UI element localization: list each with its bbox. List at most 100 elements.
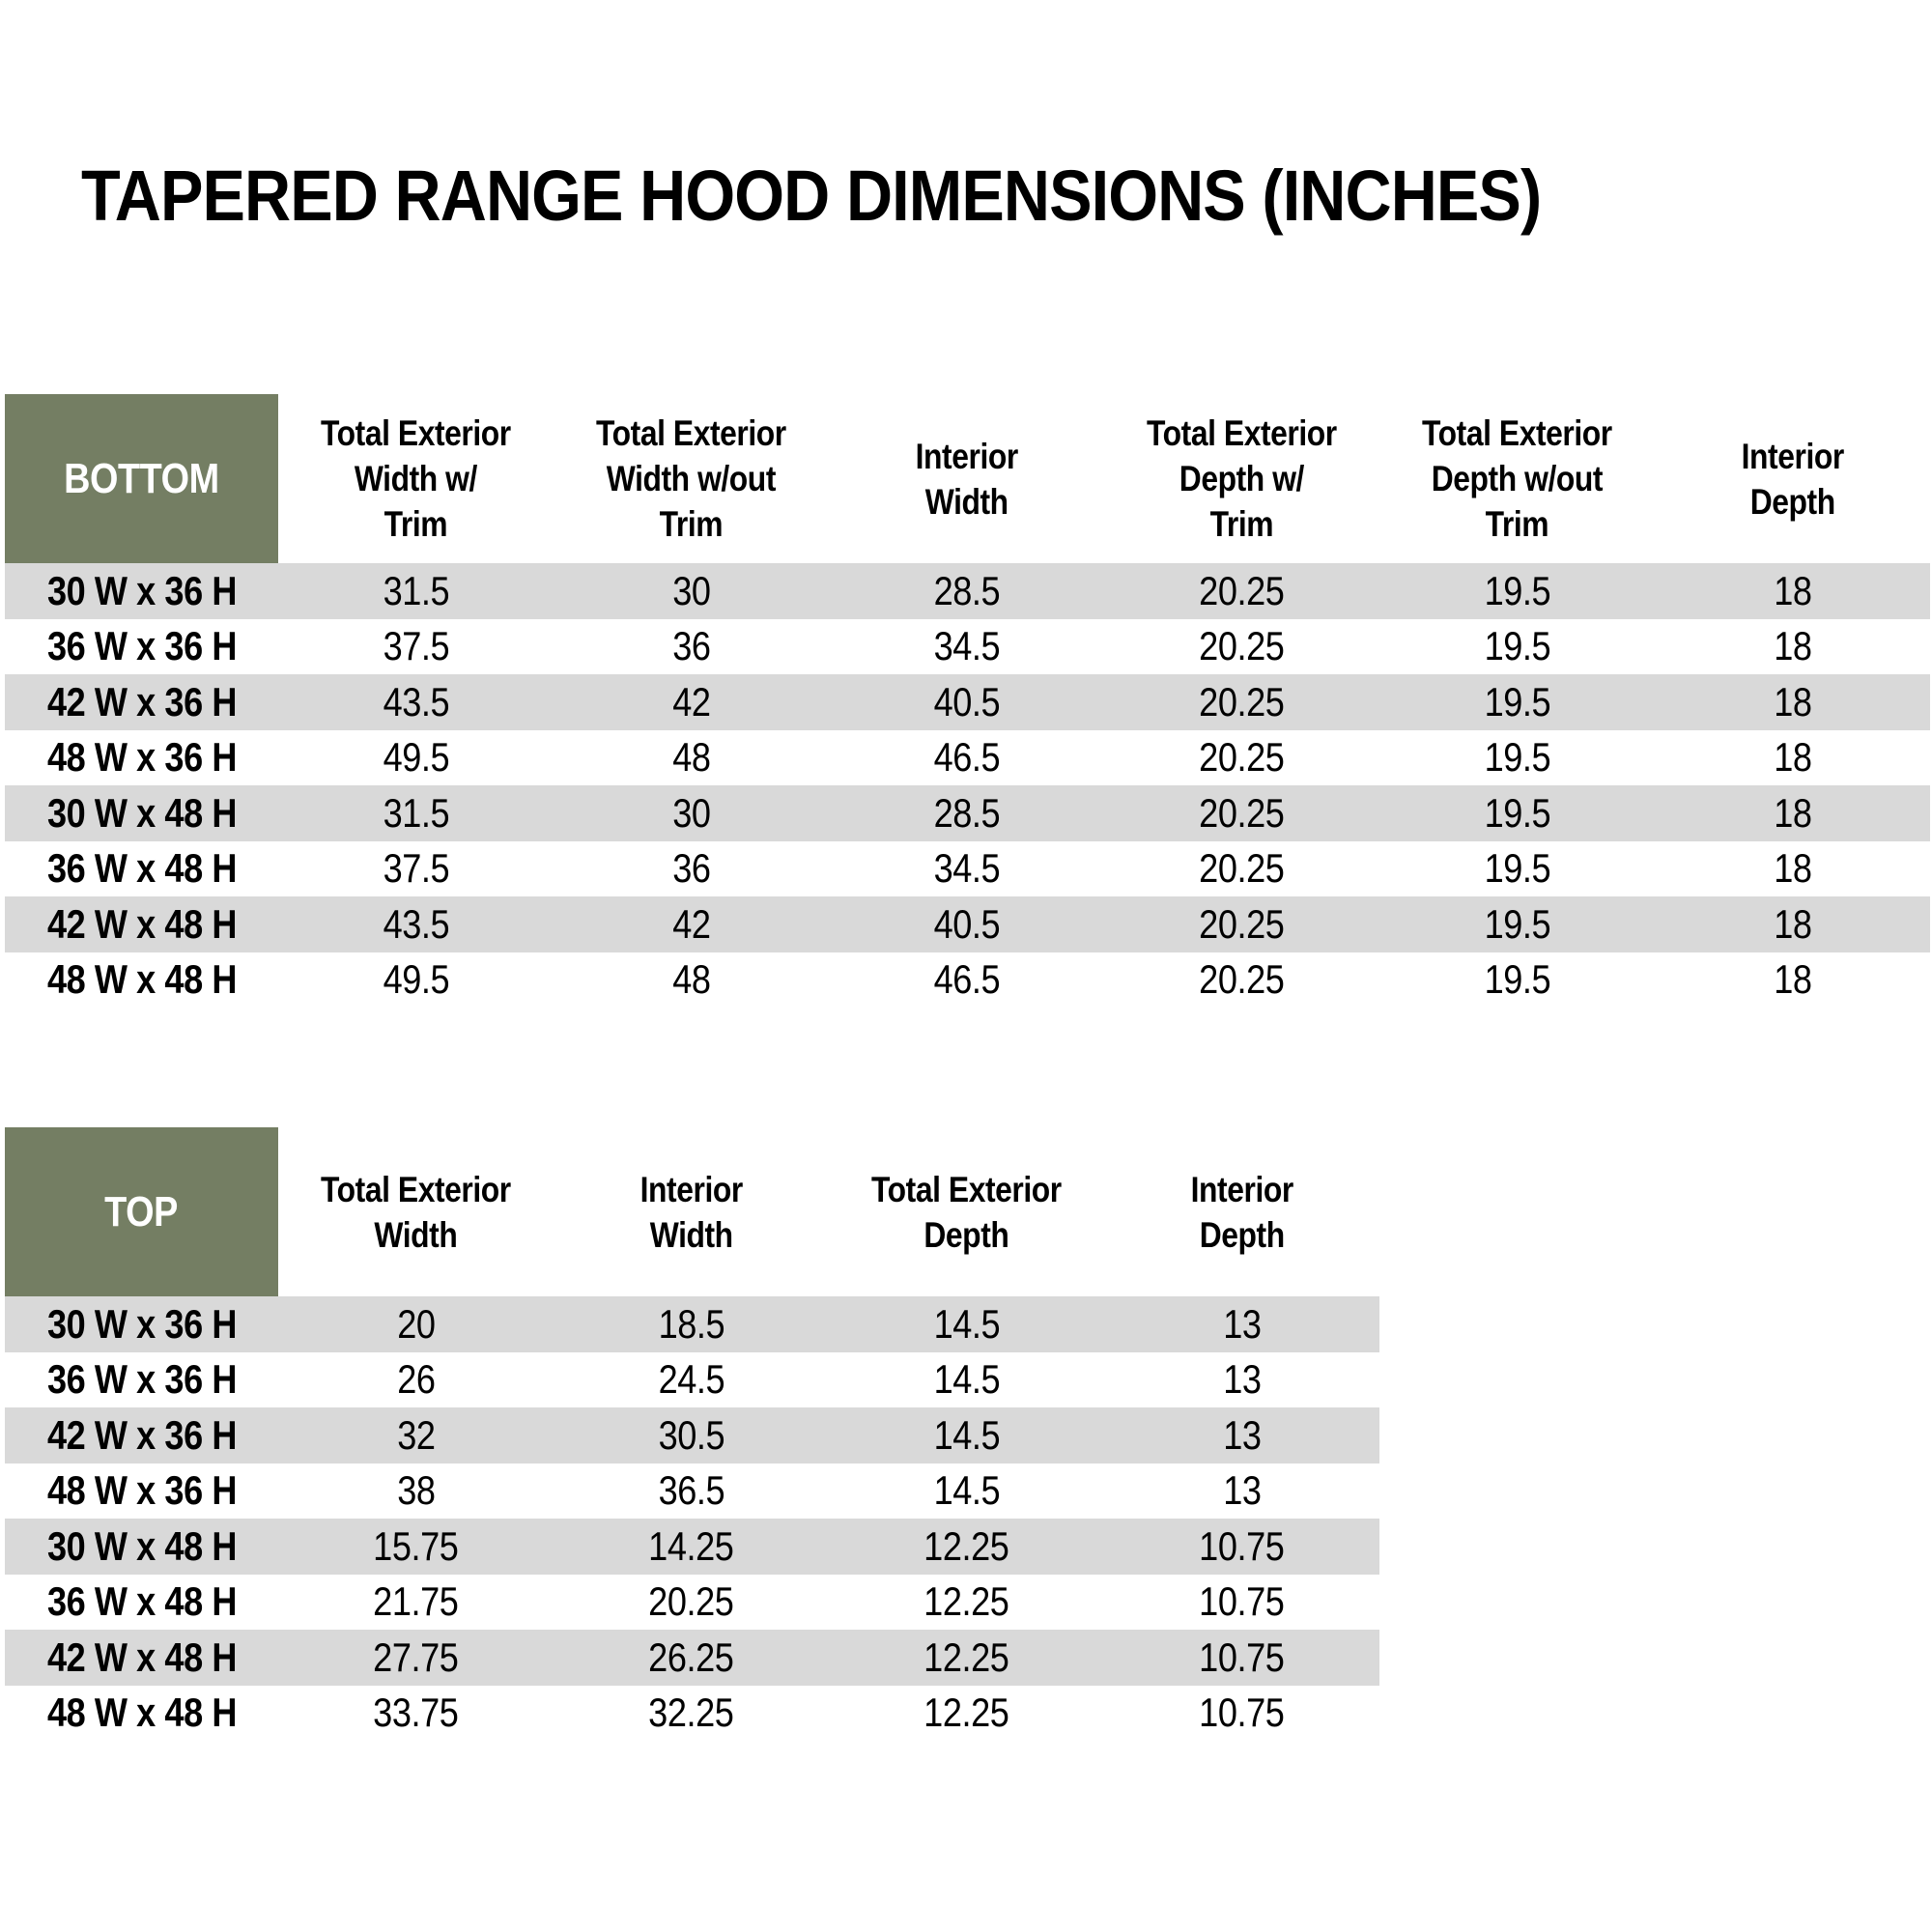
row-size-label: 36 W x 36 H	[46, 623, 237, 669]
table-row: 48 W x 36 H 38 36.5 14.5 13	[5, 1463, 1379, 1520]
row-size-label: 42 W x 36 H	[46, 1411, 237, 1458]
table-row: 48 W x 36 H 49.5 48 46.5 20.25 19.5 18	[5, 730, 1930, 786]
dimension-value: 43.5	[383, 900, 449, 947]
dimension-value-cell: 14.5	[829, 1407, 1104, 1463]
dimension-value: 38	[396, 1467, 436, 1514]
dimension-value: 30	[671, 789, 711, 836]
dimension-value-cell: 20.25	[1104, 785, 1379, 841]
dimension-value-cell: 27.75	[278, 1630, 554, 1686]
dimension-value: 20.25	[1199, 567, 1285, 613]
dimension-value-cell: 31.5	[278, 563, 554, 619]
dimension-value: 20.25	[648, 1578, 734, 1625]
dimension-value: 14.25	[648, 1522, 734, 1569]
dimension-value-cell: 10.75	[1104, 1686, 1379, 1742]
row-size-label: 42 W x 36 H	[46, 678, 237, 724]
column-header-label: Interior Depth	[1190, 1169, 1293, 1255]
dimension-value: 13	[1222, 1467, 1262, 1514]
row-size-label: 30 W x 36 H	[46, 567, 237, 613]
dimension-value-cell: 18	[1655, 619, 1930, 675]
dimension-value: 12.25	[923, 1578, 1009, 1625]
dimension-value: 19.5	[1484, 956, 1550, 1003]
dimension-value-cell: 33.75	[278, 1686, 554, 1742]
dimension-value: 32.25	[648, 1690, 734, 1736]
column-header: Interior Width	[829, 394, 1104, 563]
dimension-value: 18	[1773, 678, 1812, 724]
dimension-value-cell: 36	[554, 619, 829, 675]
dimension-value: 24.5	[658, 1356, 724, 1403]
row-size-label-cell: 36 W x 48 H	[5, 841, 278, 897]
dimension-value: 30	[671, 567, 711, 613]
bottom-table-body: 30 W x 36 H 31.5 30 28.5 20.25 19.5 18 36 W x 3…	[5, 563, 1930, 1008]
table-row: 30 W x 36 H 31.5 30 28.5 20.25 19.5 18	[5, 563, 1930, 619]
row-size-label-cell: 36 W x 36 H	[5, 619, 278, 675]
dimension-value-cell: 18	[1655, 841, 1930, 897]
dimension-value-cell: 26	[278, 1352, 554, 1408]
row-size-label-cell: 48 W x 36 H	[5, 730, 278, 786]
dimension-value-cell: 19.5	[1379, 619, 1655, 675]
dimension-value-cell: 46.5	[829, 952, 1104, 1009]
dimension-value: 31.5	[383, 567, 449, 613]
dimension-value: 36.5	[658, 1467, 724, 1514]
column-header-label: Total Exterior Width w/out Trim	[596, 413, 786, 544]
row-size-label-cell: 48 W x 48 H	[5, 952, 278, 1009]
dimension-value-cell: 19.5	[1379, 841, 1655, 897]
dimension-value-cell: 12.25	[829, 1519, 1104, 1575]
column-header: Total Exterior Width w/ Trim	[278, 394, 554, 563]
row-size-label-cell: 30 W x 48 H	[5, 1519, 278, 1575]
dimension-value: 27.75	[373, 1634, 459, 1680]
dimension-value-cell: 49.5	[278, 952, 554, 1009]
dimension-value-cell: 19.5	[1379, 896, 1655, 952]
dimension-value: 10.75	[1199, 1522, 1285, 1569]
dimension-value-cell: 46.5	[829, 730, 1104, 786]
dimension-value: 19.5	[1484, 623, 1550, 669]
table-row: 30 W x 48 H 15.75 14.25 12.25 10.75	[5, 1519, 1379, 1575]
dimension-value: 18.5	[658, 1300, 724, 1347]
dimension-value: 36	[671, 623, 711, 669]
dimension-value: 10.75	[1199, 1690, 1285, 1736]
dimension-value-cell: 20.25	[554, 1575, 829, 1631]
row-size-label-cell: 30 W x 48 H	[5, 785, 278, 841]
table-row: 42 W x 48 H 27.75 26.25 12.25 10.75	[5, 1630, 1379, 1686]
dimension-value-cell: 43.5	[278, 896, 554, 952]
page-title-wrap: TAPERED RANGE HOOD DIMENSIONS (INCHES)	[0, 160, 1599, 232]
dimension-value: 18	[1773, 900, 1812, 947]
dimension-value-cell: 42	[554, 896, 829, 952]
dimension-value-cell: 12.25	[829, 1575, 1104, 1631]
dimension-value-cell: 20	[278, 1296, 554, 1352]
bottom-table-corner-label: BOTTOM	[64, 454, 219, 502]
dimension-value: 40.5	[933, 678, 1000, 724]
column-header-label: Total Exterior Width	[321, 1169, 511, 1255]
dimension-value-cell: 40.5	[829, 896, 1104, 952]
table-row: 42 W x 36 H 43.5 42 40.5 20.25 19.5 18	[5, 674, 1930, 730]
dimension-value-cell: 14.5	[829, 1352, 1104, 1408]
dimension-value-cell: 24.5	[554, 1352, 829, 1408]
dimension-value: 19.5	[1484, 845, 1550, 892]
bottom-table-corner-cell: BOTTOM	[5, 394, 278, 563]
dimension-value-cell: 18	[1655, 730, 1930, 786]
dimension-value-cell: 20.25	[1104, 563, 1379, 619]
dimension-value: 18	[1773, 567, 1812, 613]
page-title: TAPERED RANGE HOOD DIMENSIONS (INCHES)	[80, 156, 1542, 236]
dimension-value-cell: 20.25	[1104, 952, 1379, 1009]
dimension-value: 14.5	[933, 1356, 1000, 1403]
dimension-value: 37.5	[383, 845, 449, 892]
dimension-value: 14.5	[933, 1411, 1000, 1458]
dimension-value-cell: 10.75	[1104, 1575, 1379, 1631]
row-size-label: 42 W x 48 H	[46, 900, 237, 947]
dimension-value-cell: 21.75	[278, 1575, 554, 1631]
dimension-value: 10.75	[1199, 1578, 1285, 1625]
dimension-value: 30.5	[658, 1411, 724, 1458]
dimension-value-cell: 10.75	[1104, 1630, 1379, 1686]
dimension-value-cell: 19.5	[1379, 785, 1655, 841]
column-header-label: Interior Width	[639, 1169, 743, 1255]
table-row: 48 W x 48 H 49.5 48 46.5 20.25 19.5 18	[5, 952, 1930, 1009]
dimension-value: 48	[671, 734, 711, 781]
dimension-value-cell: 40.5	[829, 674, 1104, 730]
dimension-value-cell: 28.5	[829, 785, 1104, 841]
dimension-value-cell: 19.5	[1379, 563, 1655, 619]
dimension-value: 12.25	[923, 1690, 1009, 1736]
dimension-value-cell: 18	[1655, 785, 1930, 841]
row-size-label: 36 W x 36 H	[46, 1356, 237, 1403]
column-header-label: Total Exterior Depth w/ Trim	[1147, 413, 1337, 544]
table-row: 36 W x 36 H 37.5 36 34.5 20.25 19.5 18	[5, 619, 1930, 675]
